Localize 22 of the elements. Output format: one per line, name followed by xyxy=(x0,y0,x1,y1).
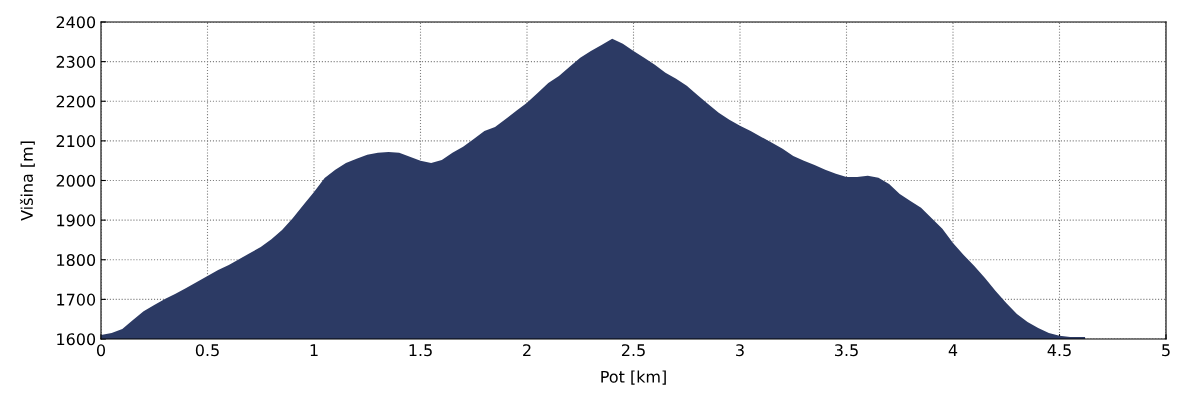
y-tick-label: 1800 xyxy=(57,253,96,267)
x-tick-label: 3 xyxy=(736,344,744,357)
y-tick-label: 1700 xyxy=(57,293,96,306)
y-axis-title: Višina [m] xyxy=(19,141,35,221)
x-tick-label: 4.5 xyxy=(1047,344,1071,357)
y-tick-label: 2400 xyxy=(56,16,96,29)
x-tick-label: 1.5 xyxy=(409,344,432,357)
x-axis-title: Pot [km] xyxy=(601,370,666,385)
x-tick-label: 0.5 xyxy=(195,344,219,357)
x-tick-label: 5 xyxy=(1162,344,1170,357)
x-tick-label: 0 xyxy=(96,344,106,357)
x-tick-label: 2.5 xyxy=(621,344,645,357)
x-tick-label: 3.5 xyxy=(835,344,858,357)
y-tick-label: 2200 xyxy=(56,95,96,108)
x-tick-label: 1 xyxy=(310,344,318,356)
x-tick-label: 4 xyxy=(948,344,958,356)
y-tick-label: 2000 xyxy=(56,174,96,187)
y-tick-label: 1600 xyxy=(57,333,96,346)
y-tick-label: 1900 xyxy=(57,214,96,227)
y-tick-label: 2300 xyxy=(56,55,96,68)
y-tick-label: 2100 xyxy=(56,135,96,148)
x-tick-label: 2 xyxy=(523,344,531,356)
